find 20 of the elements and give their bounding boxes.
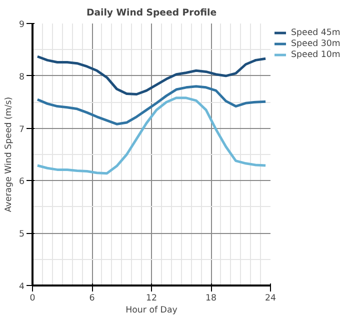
y-tick-label: 6 [18,177,25,188]
y-tick-label: 8 [18,72,25,82]
line-series [36,96,267,175]
legend-label: Speed 45m [291,27,340,38]
line-series [36,85,267,126]
x-axis-title: Hour of Day [126,306,178,316]
chart-title: Daily Wind Speed Profile [86,8,217,18]
x-tick-label: 24 [264,294,276,304]
legend-label: Speed 30m [291,38,340,49]
y-axis-title: Average Wind Speed (m/s) [4,96,14,212]
legend-label: Speed 10m [291,49,340,60]
x-tick-label: 12 [146,294,158,304]
y-tick-label: 4 [18,282,25,292]
y-tick-label: 7 [18,124,25,135]
x-tick-label: 6 [89,294,95,304]
x-tick-label: 0 [30,294,36,304]
line-series [36,55,267,96]
y-tick-label: 9 [18,20,25,30]
x-tick-label: 18 [205,294,217,304]
y-tick-label: 5 [18,230,25,240]
